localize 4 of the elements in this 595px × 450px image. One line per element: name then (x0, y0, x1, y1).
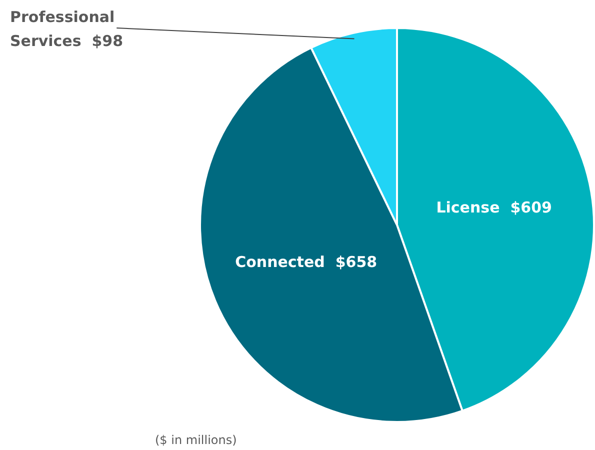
slice-label: Professional Services $98 (10, 8, 124, 50)
text: ($ in millions) (155, 433, 237, 447)
slice-label: Connected $658 (235, 252, 378, 271)
slice-label: License $609 (436, 198, 552, 216)
